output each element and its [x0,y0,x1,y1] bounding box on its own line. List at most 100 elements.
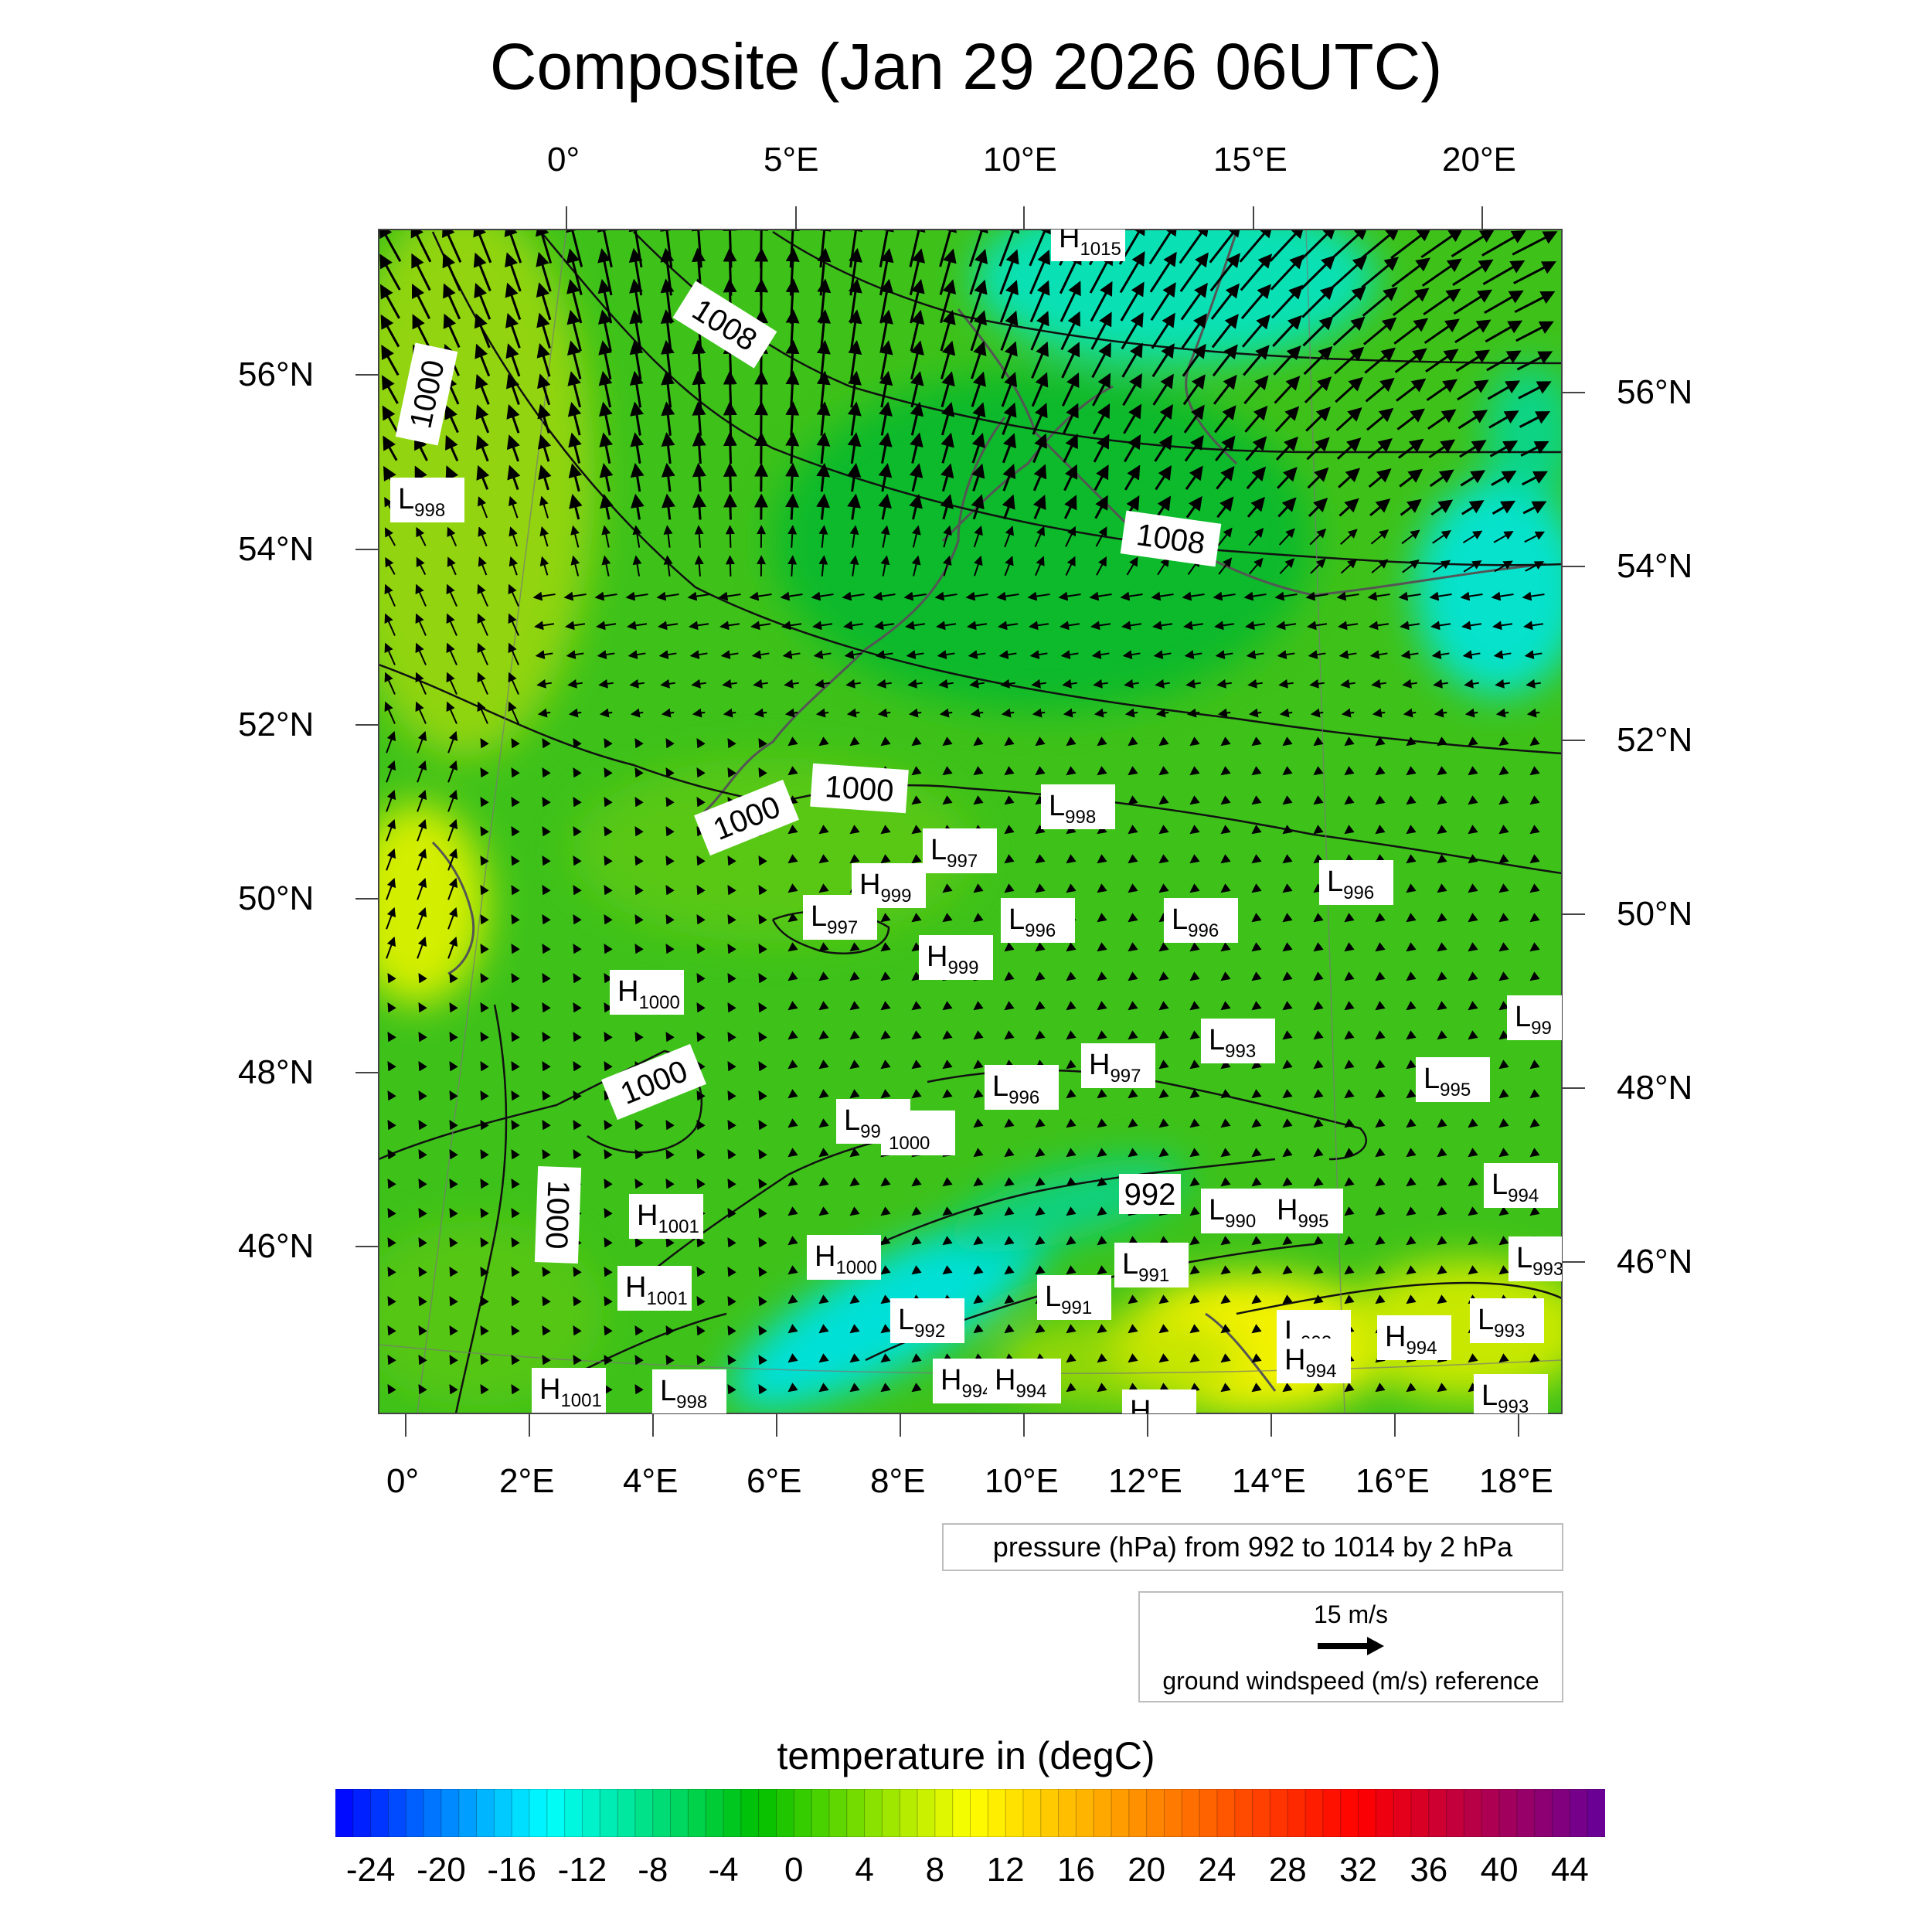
wind-arrow [1097,942,1107,952]
wind-arrow [880,825,891,835]
wind-arrow [1340,559,1357,574]
wind-arrow [782,650,801,660]
wind-arrow [1313,913,1324,923]
wind-arrow [909,493,923,520]
lon-label: 6°E [747,1462,802,1500]
wind-arrow [474,283,492,320]
wind-arrow [1468,942,1478,952]
pressure-center-type: L [898,1304,914,1336]
wind-arrow [872,591,896,601]
wind-arrow [943,525,952,548]
lon-label: 8°E [870,1462,926,1500]
wind-arrow [1158,766,1169,776]
wind-arrow [727,855,736,866]
wind-arrow [1371,559,1389,573]
pressure-center-value: 998 [1065,807,1096,828]
wind-arrow [785,432,800,464]
wind-arrow [720,650,739,660]
pressure-center-type: L [1009,903,1025,936]
wind-arrow [847,493,861,520]
wind-arrow [1340,679,1355,689]
wind-reference-box: 15 m/s ground windspeed (m/s) reference [1138,1591,1563,1702]
wind-arrow [1529,883,1540,893]
wind-arrow [1482,260,1526,285]
wind-arrow [1002,494,1015,520]
wind-arrow [1519,411,1551,428]
wind-arrow [568,463,583,492]
wind-arrow [505,312,521,349]
wind-arrow [570,525,580,548]
wind-arrow [630,708,644,718]
wind-arrow [383,435,398,461]
colorbar-swatch [1022,1789,1042,1837]
wind-arrow [1310,708,1324,718]
wind-arrow [815,708,829,718]
pressure-center-type: L [1209,1024,1225,1056]
wind-arrow [1336,437,1362,460]
wind-arrow [1529,854,1540,864]
wind-arrow [903,591,927,601]
wind-arrow [1427,409,1457,430]
wind-arrow [1179,252,1209,292]
wind-arrow [535,650,553,660]
wind-arrow [537,708,551,718]
wind-arrow [1157,556,1170,576]
colorbar-swatch [758,1789,777,1837]
wind-arrow [1313,795,1324,805]
wind-arrow [1004,854,1015,864]
wind-arrow [415,583,427,607]
colorbar-tick-label: 12 [986,1851,1025,1889]
wind-arrow [1402,560,1420,573]
wind-arrow [942,795,953,805]
wind-arrow [1185,495,1202,519]
wind-arrow [908,708,922,718]
wind-arrow [1184,435,1204,462]
wind-arrow [629,679,645,689]
wind-arrow [1305,591,1328,601]
wind-arrow [818,883,829,893]
wind-arrow [999,280,1019,323]
wind-arrow [816,432,831,464]
colorbar-swatch [599,1789,619,1837]
wind-arrow [665,944,675,954]
colorbar-swatch [1428,1789,1447,1837]
lon-label: 20°E [1442,141,1516,179]
wind-arrow [938,679,954,689]
wind-arrow [447,556,457,576]
wind-arrow [573,767,582,778]
wind-arrow [570,555,580,577]
wind-arrow [632,555,642,577]
pressure-center-type: L [1481,1379,1498,1412]
wind-arrow [1121,342,1143,378]
wind-arrow [604,855,613,866]
wind-arrow [476,464,490,490]
wind-arrow [1369,621,1389,631]
wind-arrow [1120,281,1145,321]
pressure-center-value: 1000 [835,1257,876,1278]
wind-arrow [1437,795,1447,805]
wind-arrow [665,797,675,808]
wind-arrow [598,679,614,689]
wind-arrow [1029,650,1048,660]
colorbar-swatch [476,1789,495,1837]
svg-text:H1015: H1015 [1059,222,1121,260]
colorbar-swatch [687,1789,707,1837]
wind-arrow [446,672,457,695]
wind-arrow [1152,621,1173,631]
wind-arrow [1245,621,1266,631]
wind-arrow [1526,708,1540,718]
lon-label: 2°E [499,1462,555,1500]
pressure-center-value: 993 [1494,1321,1525,1342]
wind-arrow [632,525,642,548]
wind-arrow [1063,708,1077,718]
wind-arrow [1406,883,1417,893]
colorbar-swatch [934,1789,954,1837]
colorbar-swatch [1569,1789,1589,1837]
wind-arrow [1335,407,1362,432]
wind-arrow [727,914,736,925]
wind-arrow [905,621,926,631]
pressure-center-value: 997 [827,917,858,938]
wind-arrow [443,283,461,320]
wind-arrow [1151,343,1175,378]
pressure-center-type: L [844,1104,860,1137]
